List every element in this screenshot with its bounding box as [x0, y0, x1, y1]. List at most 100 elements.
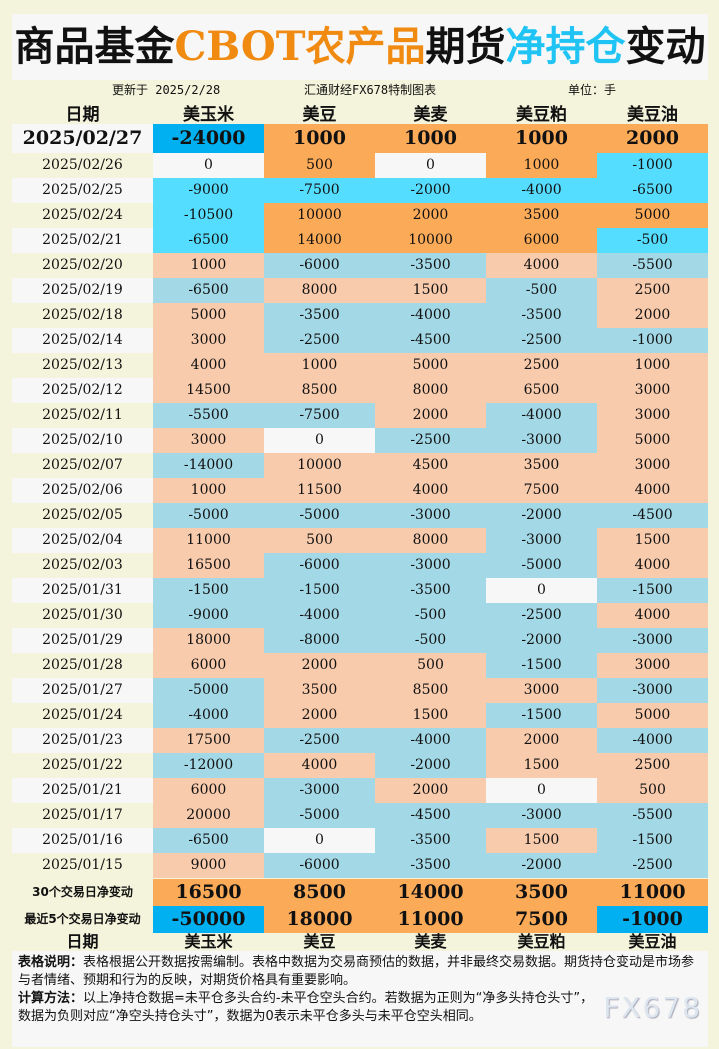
- value-cell: 0: [264, 828, 375, 853]
- date-cell: 2025/01/17: [42, 807, 123, 823]
- value-cell: 1500: [597, 528, 708, 553]
- value-cell: -3500: [375, 578, 486, 603]
- column-header: 美豆粕: [516, 105, 567, 125]
- source-label: 汇通财经FX678特制图表: [304, 83, 437, 97]
- title-part: 净持仓: [505, 23, 626, 70]
- table-row: 2025/02/04 11000 500 8000 -3000 1500: [12, 528, 708, 553]
- sum-cell: 7500: [486, 906, 597, 933]
- sum-cell: 3500: [486, 879, 597, 906]
- value-cell: 4000: [597, 553, 708, 578]
- table-row: 2025/01/17 20000 -5000 -4500 -3000 -5500: [12, 803, 708, 828]
- value-cell: 9000: [153, 853, 264, 878]
- table-row: 2025/02/03 16500 -6000 -3000 -5000 4000: [12, 553, 708, 578]
- value-cell: -4000: [597, 728, 708, 753]
- value-cell: 3000: [597, 453, 708, 478]
- value-cell: 500: [375, 653, 486, 678]
- value-cell: 2500: [486, 353, 597, 378]
- value-cell: -500: [597, 228, 708, 253]
- date-cell: 2025/02/25: [12, 178, 153, 203]
- date-cell: 2025/02/14: [12, 328, 153, 353]
- value-cell: 2500: [597, 278, 708, 303]
- date-cell: 2025/01/21: [12, 778, 153, 803]
- value-cell: -7500: [264, 403, 375, 428]
- value-cell: -2000: [486, 628, 597, 653]
- sum-cell: 8500: [264, 879, 375, 906]
- watermark-logo: FX678: [603, 991, 702, 1024]
- method-label: 计算方法：: [18, 991, 84, 1006]
- value-cell: 500: [597, 778, 708, 803]
- table-row: 2025/02/13 4000 1000 5000 2500 1000: [12, 353, 708, 378]
- value-cell: 0: [264, 428, 375, 453]
- date-cell: 2025/02/03: [42, 557, 123, 573]
- value-cell: 8500: [264, 378, 375, 403]
- table-row: 2025/01/27 -5000 3500 8500 3000 -3000: [12, 678, 708, 703]
- table-row: 2025/01/31 -1500 -1500 -3500 0 -1500: [12, 578, 708, 603]
- value-cell: -6500: [153, 228, 264, 253]
- value-cell: 4000: [264, 753, 375, 778]
- table-row: 2025/01/24 -4000 2000 1500 -1500 5000: [12, 703, 708, 728]
- value-cell: 4000: [486, 253, 597, 278]
- value-cell: -500: [375, 628, 486, 653]
- value-cell: -1500: [597, 828, 708, 853]
- value-cell: -5000: [264, 803, 375, 828]
- value-cell: 3000: [153, 328, 264, 353]
- value-cell: -3500: [375, 853, 486, 878]
- table-row: 2025/02/25 -9000 -7500 -2000 -4000 -6500: [12, 178, 708, 203]
- table-row: 2025/02/26 0 500 0 1000 -1000: [12, 153, 708, 178]
- value-cell: 18000: [153, 628, 264, 653]
- value-cell: 2000: [375, 778, 486, 803]
- table-row: 2025/01/29 18000 -8000 -500 -2000 -3000: [12, 628, 708, 653]
- date-cell: 2025/02/07: [42, 457, 123, 473]
- value-cell: 2000: [486, 728, 597, 753]
- value-cell: 3500: [486, 453, 597, 478]
- value-cell: 3000: [597, 403, 708, 428]
- value-cell: 4000: [597, 478, 708, 503]
- table-row: 2025/02/05 -5000 -5000 -3000 -2000 -4500: [12, 503, 708, 528]
- value-cell: -3500: [264, 303, 375, 328]
- value-cell: 5000: [153, 303, 264, 328]
- value-cell: -3500: [375, 253, 486, 278]
- date-cell: 2025/01/22: [42, 757, 123, 773]
- value-cell: -4500: [375, 803, 486, 828]
- page-title: 商品基金CBOT农产品期货净持仓变动: [12, 14, 708, 80]
- notes-label: 表格说明：: [18, 955, 84, 970]
- value-cell: 14500: [153, 378, 264, 403]
- value-cell: 8500: [375, 678, 486, 703]
- table-row: 2025/01/22 -12000 4000 -2000 1500 2500: [12, 753, 708, 778]
- table-row: 2025/02/07 -14000 10000 4500 3500 3000: [12, 453, 708, 478]
- value-cell: 10000: [264, 203, 375, 228]
- sum-label: 30个交易日净变动: [32, 885, 133, 899]
- date-cell: 2025/01/23: [12, 728, 153, 753]
- value-cell: -5000: [264, 503, 375, 528]
- value-cell: -2500: [375, 428, 486, 453]
- title-part: 变动: [625, 23, 706, 70]
- value-cell: -1500: [264, 578, 375, 603]
- value-cell: -2500: [264, 328, 375, 353]
- unit-label: 单位：手: [568, 83, 617, 97]
- value-cell: 0: [486, 778, 597, 803]
- date-cell: 2025/02/26: [42, 157, 123, 173]
- value-cell: 6000: [486, 228, 597, 253]
- value-cell: 16500: [153, 553, 264, 578]
- value-cell: -6500: [153, 278, 264, 303]
- sum-cell: 11000: [375, 906, 486, 933]
- table-header: 日期 美玉米 美豆 美麦 美豆粕 美豆油: [12, 100, 708, 125]
- value-cell: 14000: [264, 228, 375, 253]
- column-header: 日期: [66, 932, 99, 951]
- value-cell: -8000: [264, 628, 375, 653]
- table-row: 2025/02/06 1000 11500 4000 7500 4000: [12, 478, 708, 503]
- title-part: 商品基金: [14, 23, 175, 70]
- value-cell: 4500: [375, 453, 486, 478]
- value-cell: -500: [375, 603, 486, 628]
- data-table: 2025/02/27 -24000 1000 1000 1000 2000 2025/02/…: [12, 124, 708, 878]
- value-cell: 2000: [375, 403, 486, 428]
- value-cell: -4000: [153, 703, 264, 728]
- date-cell: 2025/02/18: [42, 307, 123, 323]
- value-cell: -1000: [597, 328, 708, 353]
- column-header: 美玉米: [184, 932, 233, 951]
- value-cell: 8000: [375, 528, 486, 553]
- value-cell: 1000: [486, 124, 597, 153]
- value-cell: -1500: [153, 578, 264, 603]
- value-cell: -2500: [597, 853, 708, 878]
- value-cell: -6000: [264, 553, 375, 578]
